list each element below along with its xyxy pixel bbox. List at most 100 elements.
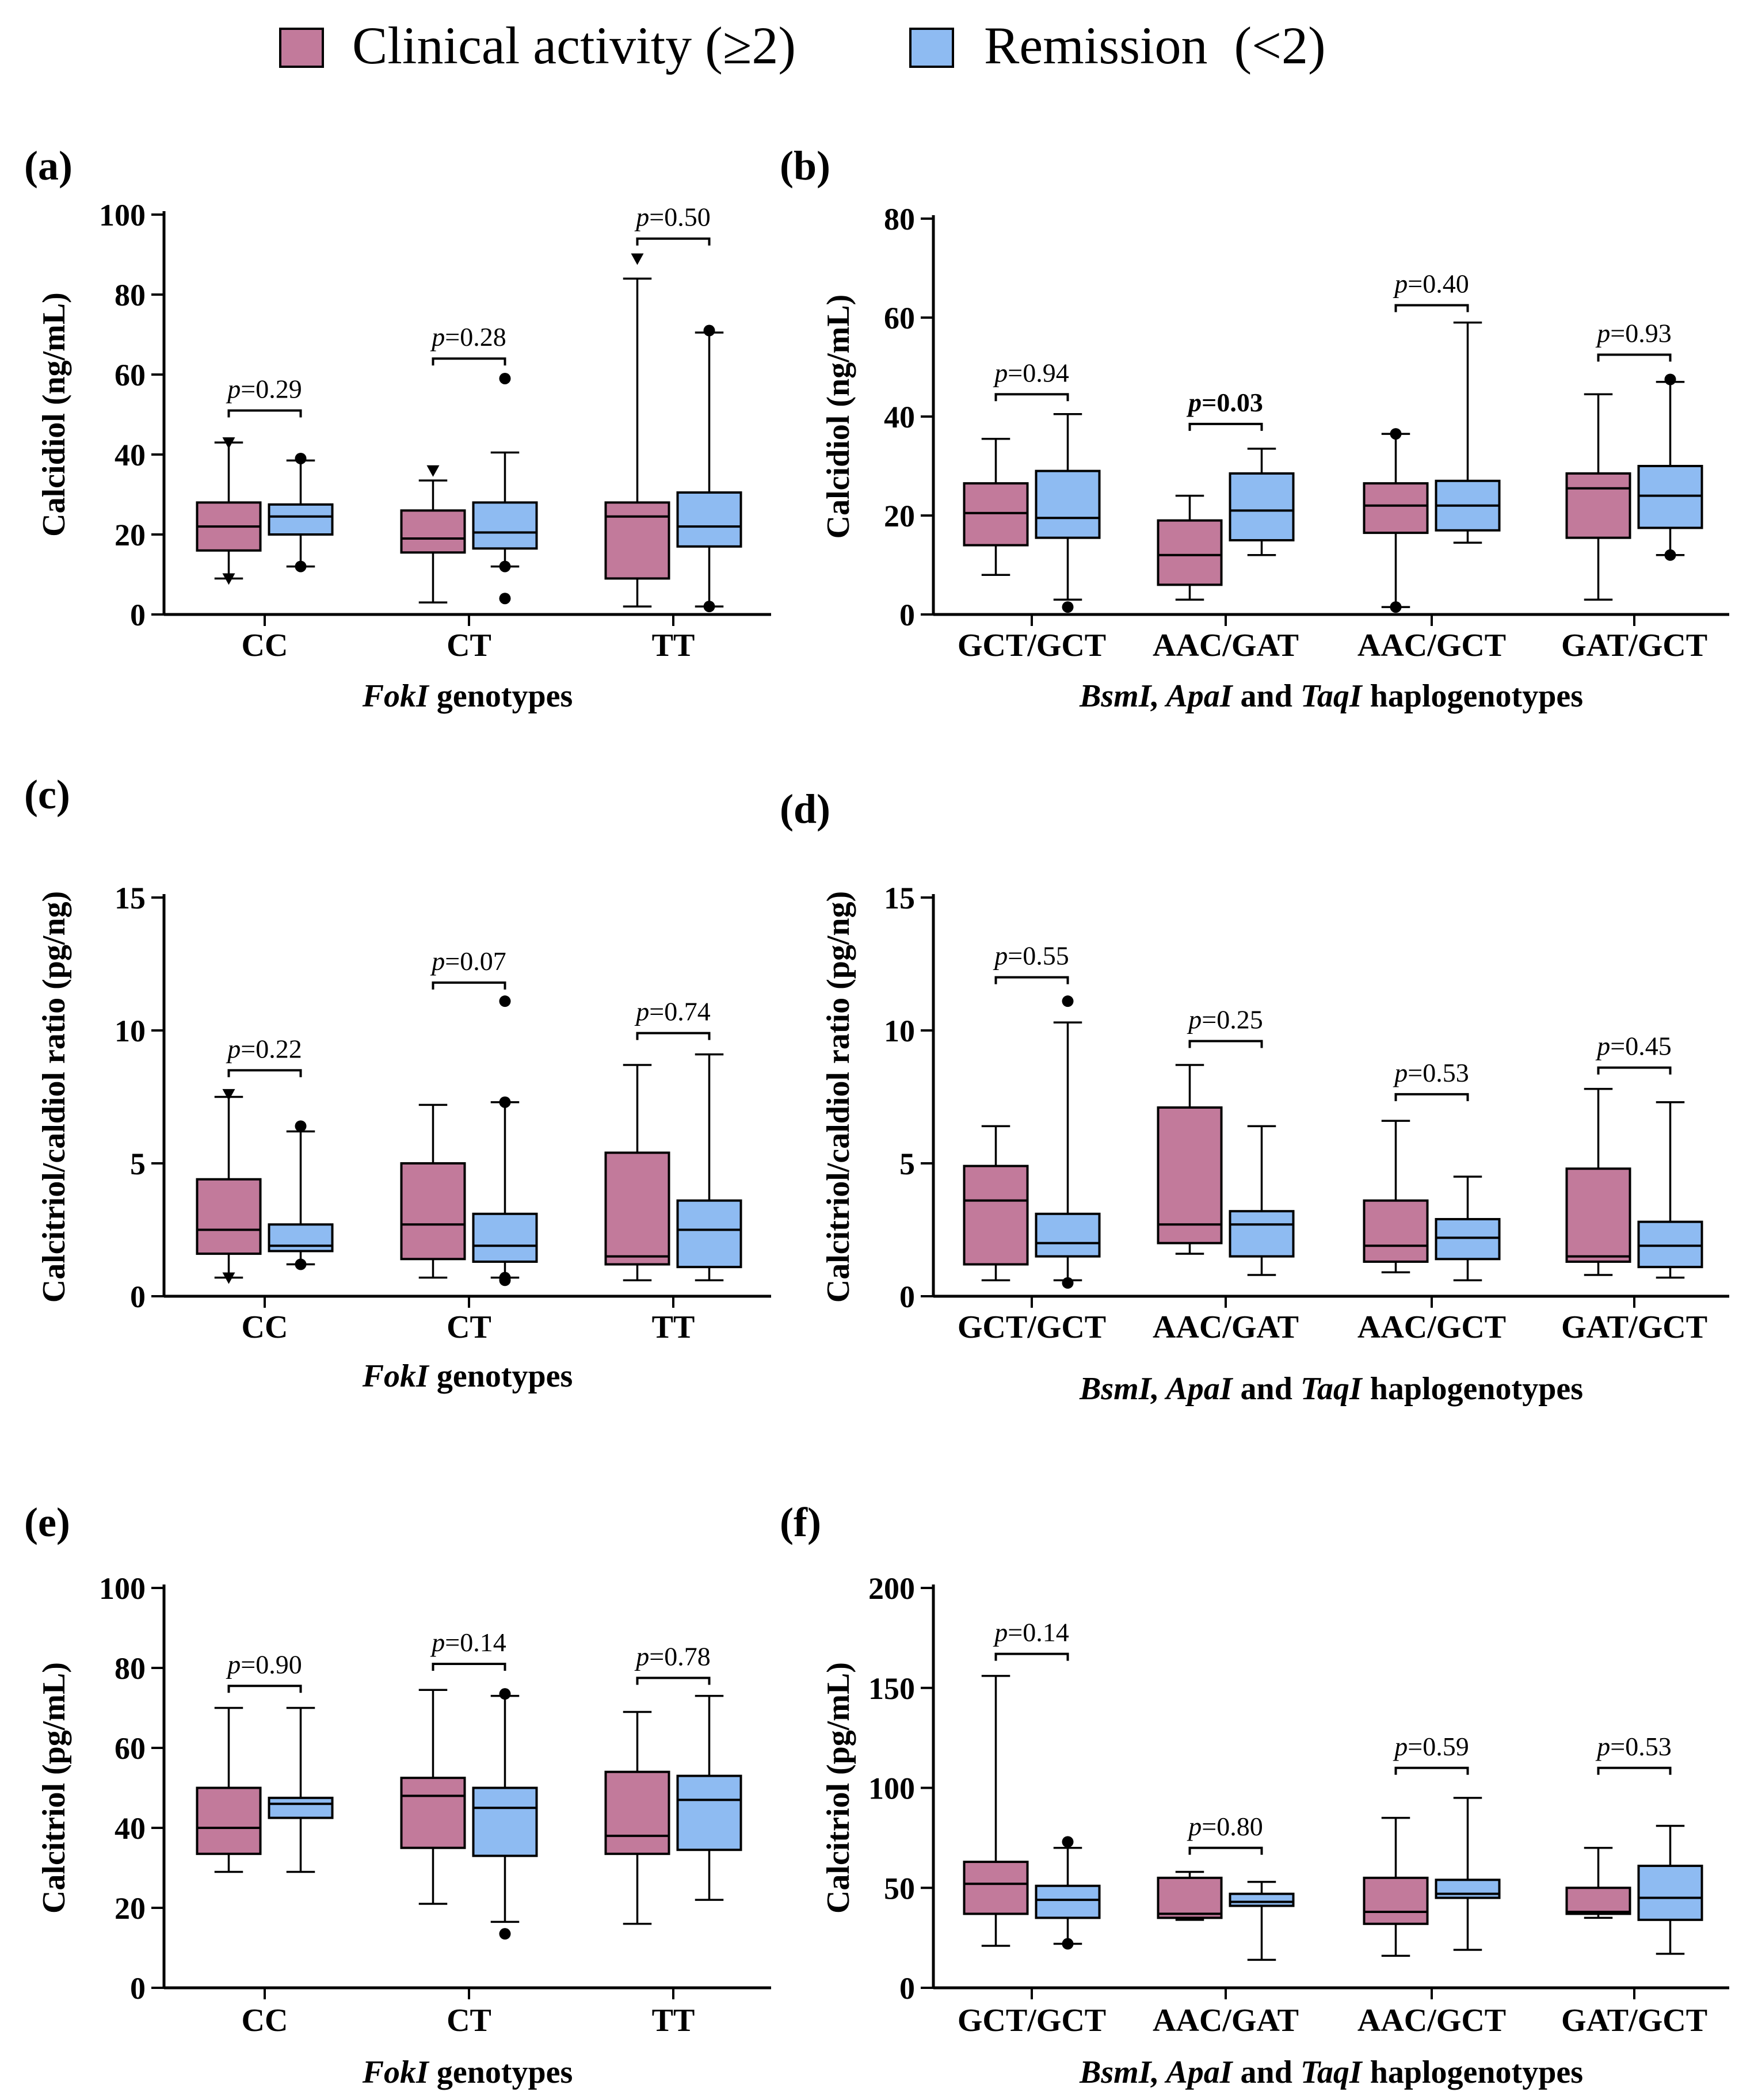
pvalue-number: =0.14 [445, 1628, 506, 1657]
pvalue-bracket [1188, 1040, 1263, 1048]
outlier-point [222, 1272, 235, 1284]
x-axis-label: BsmI, ApaI and TaqI haplogenotypes [1079, 1371, 1583, 1407]
pvalue-symbol: p [634, 203, 649, 232]
x-axis-label-part: BsmI, ApaI [1079, 678, 1234, 714]
box-remission-cc [268, 1120, 334, 1270]
pvalue-symbol: p [1187, 1005, 1202, 1034]
outlier-point [295, 452, 307, 464]
x-axis-label-part: FokI [362, 1358, 430, 1394]
x-tick-label: AAC/GCT [1357, 628, 1506, 663]
box-clinical-ct [400, 1689, 466, 1905]
box-clinical-aac-gat [1157, 1064, 1223, 1255]
pvalue-symbol: p [1393, 1058, 1408, 1087]
x-axis-label-part: TaqI [1301, 1371, 1363, 1407]
x-tick-label: GCT/GCT [958, 2003, 1106, 2038]
y-tick-label: 20 [115, 1891, 146, 1926]
box-clinical-gat-gct [1565, 1087, 1631, 1276]
x-axis-label-part: and [1233, 1371, 1301, 1407]
y-tick-label: 20 [884, 499, 915, 533]
panel-label: (b) [780, 143, 830, 189]
box-remission-ct [472, 995, 538, 1286]
x-axis-label: BsmI, ApaI and TaqI haplogenotypes [1079, 2055, 1583, 2090]
box-clinical-aac-gct [1363, 1816, 1429, 1957]
box-remission-tt [676, 324, 742, 613]
y-tick-label: 40 [884, 400, 915, 434]
outlier-point [1062, 601, 1074, 613]
box-iqr [1565, 1887, 1631, 1915]
pvalue-symbol: p [226, 1034, 241, 1063]
pvalue-symbol: p [1186, 388, 1202, 417]
outlier-point [1062, 1277, 1074, 1289]
outlier-point [703, 324, 715, 337]
pvalue-number: =0.45 [1610, 1032, 1671, 1061]
outlier-point [703, 601, 715, 613]
y-tick-label: 0 [899, 1280, 915, 1314]
box-iqr [472, 1212, 538, 1263]
box-remission-tt [676, 1694, 742, 1901]
pvalue-number: =0.53 [1408, 1058, 1469, 1087]
box-iqr [400, 509, 466, 554]
box-remission-gat-gct [1637, 373, 1703, 561]
y-axis-label: Calcidiol (ng/mL) [821, 295, 856, 539]
box-clinical-cc [196, 1089, 262, 1284]
legend-swatch-clinical [279, 28, 324, 68]
panel-label: (c) [24, 772, 70, 818]
box-remission-cc [268, 1706, 334, 1873]
outlier-point [295, 1258, 307, 1270]
box-iqr [1035, 1212, 1101, 1258]
pvalue-label: p=0.78 [634, 1641, 710, 1671]
x-axis-label-part: TaqI [1301, 678, 1363, 714]
box-clinical-tt [604, 1710, 670, 1925]
outlier-point [1062, 1938, 1074, 1950]
pvalue-label: p=0.28 [430, 322, 506, 352]
outlier-point [499, 593, 511, 605]
x-tick-label: CC [242, 2003, 288, 2038]
x-tick-label: GCT/GCT [958, 1309, 1106, 1345]
pvalue-label: p=0.74 [634, 997, 710, 1026]
pvalue-number: =0.40 [1408, 269, 1469, 299]
box-iqr [963, 1164, 1029, 1266]
y-tick-label: 0 [130, 598, 146, 632]
pvalue-symbol: p [1595, 1732, 1610, 1761]
x-axis-label-part: BsmI, ApaI [1079, 2055, 1234, 2090]
pvalue-number: =0.53 [1610, 1732, 1671, 1761]
panel-label: (d) [780, 786, 830, 832]
outlier-point [499, 1096, 511, 1108]
y-tick-label: 0 [130, 1280, 146, 1314]
pvalue-label: p=0.22 [226, 1034, 302, 1063]
box-iqr [1229, 1210, 1295, 1258]
box-iqr [1229, 1892, 1295, 1907]
x-tick-label: CT [447, 628, 491, 663]
pvalue-symbol: p [1595, 319, 1610, 348]
outlier-point [499, 1272, 511, 1284]
x-axis-label-part: and [1233, 2055, 1301, 2090]
x-tick-label: GAT/GCT [1561, 2003, 1707, 2038]
box-iqr [1363, 1199, 1429, 1263]
legend-label-remission: Remission (<2) [984, 16, 1326, 75]
pvalue-symbol: p [993, 1618, 1008, 1647]
box-remission-gct-gct [1035, 995, 1101, 1289]
pvalue-bracket [994, 1652, 1069, 1661]
box-clinical-cc [196, 1706, 262, 1873]
box-iqr [1035, 469, 1101, 539]
box-remission-aac-gat [1229, 1881, 1295, 1961]
pvalue-label: p=0.29 [226, 375, 302, 404]
x-tick-label: CC [242, 1309, 288, 1345]
pvalue-label: p=0.50 [634, 203, 710, 232]
x-tick-label: TT [652, 2003, 695, 2038]
outlier-point [222, 437, 235, 449]
pvalue-bracket [1597, 353, 1672, 362]
outlier-point [499, 1688, 511, 1700]
pvalue-number: =0.50 [649, 203, 710, 232]
outlier-point [499, 372, 511, 384]
pvalue-label: p=0.14 [430, 1628, 506, 1657]
x-axis-label: FokI genotypes [362, 1358, 573, 1394]
pvalue-label: p=0.53 [1595, 1732, 1671, 1761]
box-iqr [963, 482, 1029, 547]
y-tick-label: 100 [868, 1771, 915, 1806]
x-axis-label-part: haplogenotypes [1362, 1371, 1583, 1407]
outlier-point [222, 573, 235, 585]
x-tick-label: GAT/GCT [1561, 1309, 1707, 1345]
x-tick-label: AAC/GCT [1357, 1309, 1506, 1345]
